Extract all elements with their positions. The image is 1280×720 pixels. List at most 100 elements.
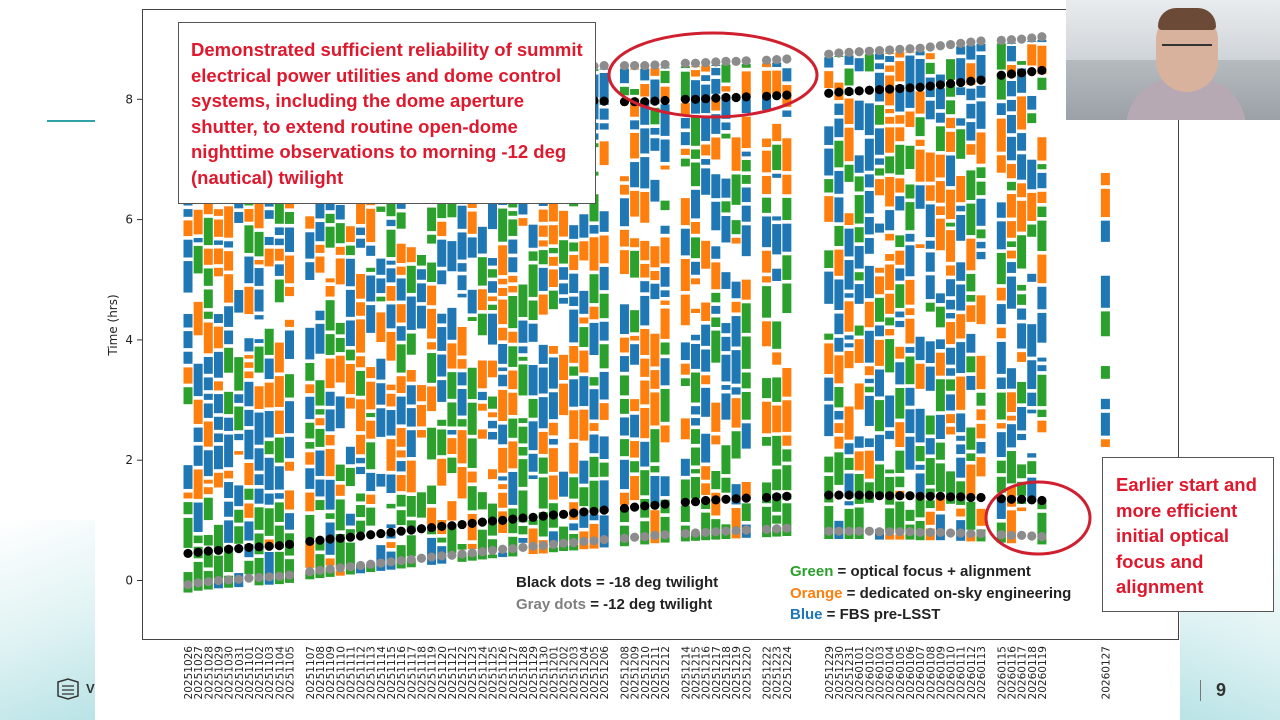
activity-segment — [844, 164, 854, 182]
activity-segment — [234, 526, 244, 544]
activity-segment — [488, 539, 497, 551]
activity-segment — [437, 199, 447, 219]
activity-segment — [782, 435, 792, 446]
activity-segment — [650, 475, 660, 507]
activity-segment — [935, 74, 945, 85]
activity-segment — [193, 209, 203, 235]
activity-segment — [254, 507, 264, 530]
activity-segment — [680, 479, 690, 503]
activity-segment — [772, 352, 782, 365]
activity-segment — [619, 459, 629, 490]
activity-segment — [721, 323, 731, 334]
activity-segment — [345, 397, 355, 409]
twilight-18-morning-dot — [935, 80, 946, 90]
activity-segment — [946, 100, 956, 115]
activity-segment — [762, 250, 772, 273]
activity-segment — [315, 418, 325, 426]
twilight-12-evening-dot — [741, 525, 751, 535]
activity-segment — [406, 296, 416, 330]
activity-segment — [528, 519, 538, 525]
twilight-12-morning-dot — [895, 44, 905, 54]
activity-segment — [599, 72, 609, 105]
legend-orange-text: = dedicated on-sky engineering — [842, 584, 1072, 602]
twilight-12-evening-dot — [416, 553, 427, 563]
activity-segment — [183, 239, 193, 258]
activity-segment — [396, 494, 406, 507]
activity-segment — [457, 326, 467, 356]
activity-segment — [741, 303, 751, 333]
activity-segment — [721, 178, 731, 198]
activity-segment — [589, 377, 599, 386]
activity-segment — [976, 101, 986, 129]
activity-segment — [875, 434, 884, 461]
activity-segment — [885, 534, 895, 540]
activity-segment — [406, 535, 416, 557]
activity-segment — [966, 203, 976, 236]
activity-segment — [467, 289, 477, 314]
activity-segment — [488, 258, 497, 266]
activity-segment — [437, 419, 447, 426]
x-tick-label: 20251201 — [548, 646, 560, 699]
activity-segment — [366, 381, 376, 410]
activity-segment — [599, 515, 609, 548]
activity-segment — [660, 165, 670, 170]
activity-segment — [376, 358, 386, 380]
activity-segment — [711, 262, 721, 290]
x-tick-label: 20260115 — [996, 646, 1008, 699]
activity-segment — [589, 237, 599, 271]
activity-segment — [905, 245, 915, 277]
activity-segment — [498, 287, 508, 296]
activity-segment — [996, 73, 1006, 100]
activity-segment — [234, 394, 244, 403]
activity-segment — [477, 492, 487, 510]
activity-segment — [905, 233, 915, 242]
twilight-12-morning-dot — [935, 41, 946, 51]
activity-segment — [782, 68, 792, 82]
activity-segment — [599, 480, 609, 512]
activity-segment — [1027, 192, 1037, 221]
activity-segment — [935, 352, 945, 376]
activity-segment — [630, 120, 640, 130]
activity-segment — [864, 216, 874, 235]
twilight-18-morning-dot — [721, 92, 731, 103]
x-tick-label: 20251117 — [406, 646, 418, 699]
activity-segment — [386, 331, 396, 361]
activity-segment — [721, 122, 731, 131]
activity-segment — [731, 301, 741, 313]
activity-segment — [315, 539, 325, 551]
activity-segment — [854, 195, 864, 224]
activity-segment — [864, 366, 874, 376]
activity-segment — [844, 350, 854, 369]
activity-segment — [356, 493, 366, 502]
twilight-12-morning-dot — [630, 61, 640, 71]
activity-segment — [1006, 241, 1016, 248]
activity-segment — [680, 258, 690, 292]
activity-segment — [905, 308, 915, 316]
twilight-12-evening-dot — [966, 528, 976, 539]
activity-segment — [386, 219, 396, 227]
activity-segment — [905, 279, 915, 305]
activity-segment — [741, 279, 751, 300]
twilight-12-morning-dot — [761, 55, 772, 65]
activity-segment — [345, 245, 355, 256]
twilight-12-evening-dot — [854, 526, 864, 536]
activity-segment — [946, 347, 956, 365]
activity-segment — [885, 108, 895, 114]
activity-segment — [579, 460, 589, 484]
activity-segment — [844, 98, 854, 125]
activity-segment — [782, 255, 792, 280]
activity-segment — [925, 100, 935, 120]
x-tick-label: 20251121 — [447, 646, 459, 699]
activity-segment — [325, 286, 335, 297]
activity-segment — [416, 385, 426, 402]
activity-segment — [244, 371, 254, 379]
activity-segment — [966, 375, 976, 390]
activity-segment — [660, 104, 670, 136]
activity-segment — [946, 230, 956, 262]
activity-segment — [498, 327, 508, 341]
activity-segment — [905, 318, 915, 344]
activity-segment — [498, 208, 508, 242]
y-tick-label: 8 — [125, 92, 133, 106]
activity-segment — [650, 392, 660, 426]
activity-segment — [345, 289, 355, 317]
